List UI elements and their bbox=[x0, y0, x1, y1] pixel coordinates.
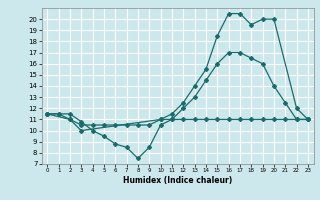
X-axis label: Humidex (Indice chaleur): Humidex (Indice chaleur) bbox=[123, 176, 232, 185]
